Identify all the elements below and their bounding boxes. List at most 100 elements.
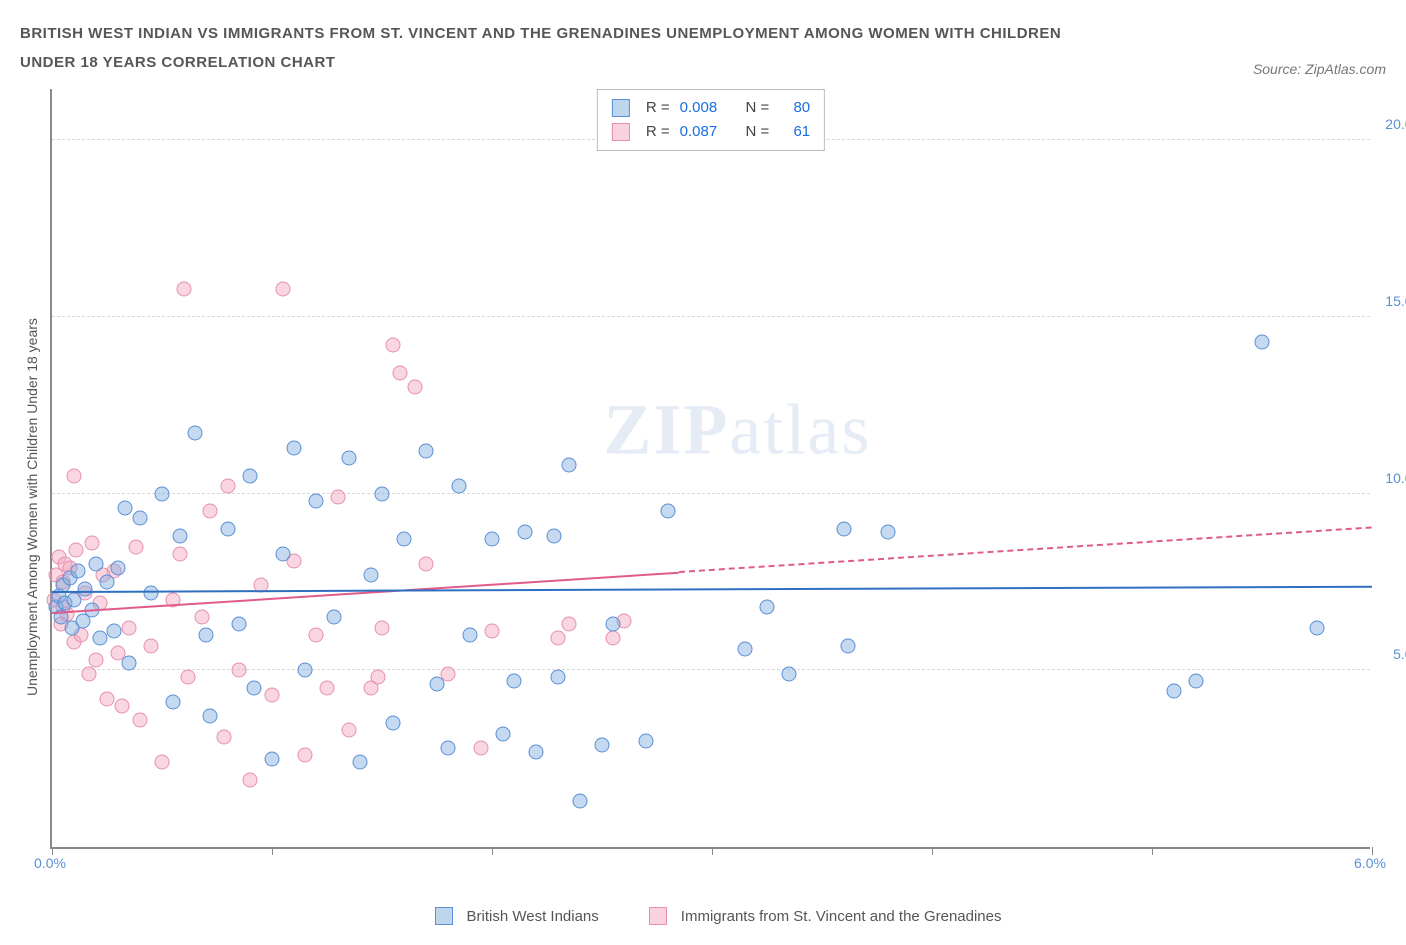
stat-n-value: 61 (793, 120, 810, 144)
y-axis-label: Unemployment Among Women with Children U… (20, 89, 44, 925)
y-tick-label: 15.0% (1385, 293, 1406, 309)
scatter-point (69, 543, 84, 558)
legend-swatch (612, 99, 630, 117)
stat-r-value: 0.008 (680, 96, 718, 120)
y-tick-label: 10.0% (1385, 470, 1406, 486)
scatter-point (71, 564, 86, 579)
stat-r-label: R = (646, 96, 670, 120)
watermark: ZIPatlas (603, 389, 871, 472)
scatter-point (144, 638, 159, 653)
scatter-point (199, 627, 214, 642)
legend-item: British West Indians (435, 907, 599, 925)
scatter-point (216, 730, 231, 745)
scatter-point (342, 451, 357, 466)
scatter-point (232, 617, 247, 632)
scatter-point (243, 468, 258, 483)
scatter-point (738, 642, 753, 657)
scatter-point (309, 493, 324, 508)
scatter-point (133, 511, 148, 526)
legend-swatch (612, 123, 630, 141)
gridline (52, 669, 1370, 670)
scatter-point (221, 521, 236, 536)
scatter-point (155, 755, 170, 770)
scatter-point (1310, 620, 1325, 635)
scatter-point (392, 366, 407, 381)
scatter-point (265, 688, 280, 703)
scatter-point (546, 528, 561, 543)
stats-legend-box: R = 0.008 N = 80R = 0.087 N = 61 (597, 89, 825, 151)
scatter-point (353, 755, 368, 770)
scatter-point (82, 666, 97, 681)
scatter-point (606, 631, 621, 646)
scatter-point (529, 744, 544, 759)
scatter-point (485, 532, 500, 547)
scatter-point (342, 723, 357, 738)
x-tick (712, 847, 713, 855)
scatter-point (194, 610, 209, 625)
scatter-point (326, 610, 341, 625)
scatter-point (370, 670, 385, 685)
gridline (52, 493, 1370, 494)
scatter-point (841, 638, 856, 653)
scatter-point (562, 617, 577, 632)
series-legend: British West Indians Immigrants from St. … (50, 907, 1386, 925)
scatter-point (106, 624, 121, 639)
scatter-plot: ZIPatlas R =0.008 N = 80R =0.087 N = 61 … (50, 89, 1370, 849)
scatter-point (595, 737, 610, 752)
x-tick (272, 847, 273, 855)
scatter-point (265, 751, 280, 766)
legend-swatch (649, 907, 667, 925)
scatter-point (89, 557, 104, 572)
scatter-point (243, 772, 258, 787)
scatter-point (298, 663, 313, 678)
scatter-point (84, 536, 99, 551)
scatter-point (562, 458, 577, 473)
scatter-point (181, 670, 196, 685)
x-tick (1152, 847, 1153, 855)
scatter-point (551, 631, 566, 646)
y-tick-label: 20.0% (1385, 116, 1406, 132)
x-tick (52, 847, 53, 855)
scatter-point (67, 468, 82, 483)
y-tick-label: 5.0% (1393, 646, 1406, 662)
scatter-point (375, 486, 390, 501)
scatter-point (247, 680, 262, 695)
scatter-point (177, 281, 192, 296)
scatter-point (115, 698, 130, 713)
stat-n-value: 80 (793, 96, 810, 120)
source-label: Source: ZipAtlas.com (1253, 61, 1386, 77)
legend-item: Immigrants from St. Vincent and the Gren… (649, 907, 1002, 925)
scatter-point (463, 627, 478, 642)
scatter-point (1167, 684, 1182, 699)
scatter-point (551, 670, 566, 685)
scatter-point (309, 627, 324, 642)
stat-r-value: 0.087 (680, 120, 718, 144)
scatter-point (221, 479, 236, 494)
scatter-point (100, 691, 115, 706)
legend-label: British West Indians (467, 908, 599, 925)
scatter-point (1255, 334, 1270, 349)
stat-n-label: N = (746, 120, 770, 144)
scatter-point (166, 695, 181, 710)
scatter-point (837, 521, 852, 536)
scatter-point (1189, 673, 1204, 688)
legend-label: Immigrants from St. Vincent and the Gren… (681, 908, 1002, 925)
scatter-point (881, 525, 896, 540)
scatter-point (89, 652, 104, 667)
scatter-point (203, 504, 218, 519)
trend-line-extrapolated (679, 527, 1372, 574)
scatter-point (507, 673, 522, 688)
scatter-point (155, 486, 170, 501)
scatter-point (128, 539, 143, 554)
scatter-point (760, 599, 775, 614)
scatter-point (441, 741, 456, 756)
stats-row: R = 0.008 N = 80 (612, 96, 810, 120)
stat-n-label: N = (746, 96, 770, 120)
chart-title: BRITISH WEST INDIAN VS IMMIGRANTS FROM S… (20, 20, 1110, 77)
scatter-point (320, 680, 335, 695)
scatter-point (430, 677, 445, 692)
scatter-point (386, 716, 401, 731)
scatter-point (474, 741, 489, 756)
scatter-point (122, 656, 137, 671)
scatter-point (276, 281, 291, 296)
